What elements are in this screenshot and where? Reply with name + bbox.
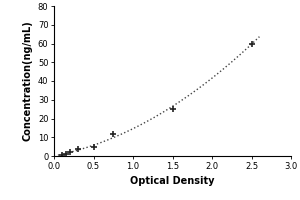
Y-axis label: Concentration(ng/mL): Concentration(ng/mL) xyxy=(22,21,32,141)
X-axis label: Optical Density: Optical Density xyxy=(130,176,215,186)
